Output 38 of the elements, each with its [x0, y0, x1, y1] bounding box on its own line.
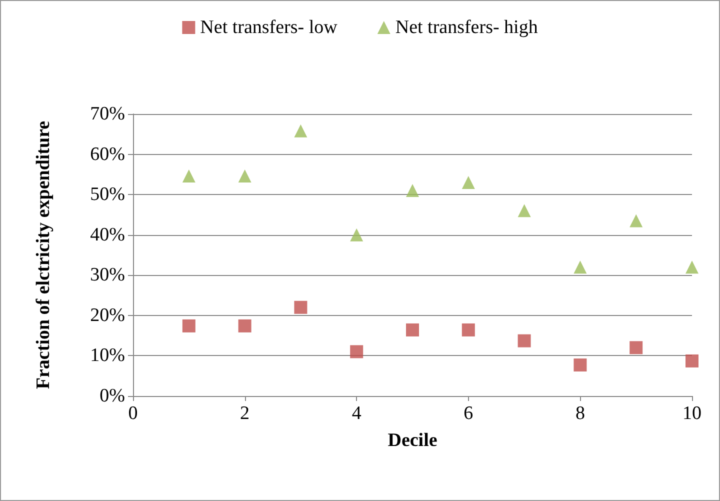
point [518, 204, 531, 218]
x-tick-label: 8 [575, 403, 585, 424]
x-tick-label: 10 [682, 403, 702, 424]
x-tick-label: 6 [464, 403, 474, 424]
x-tick-label: 2 [240, 403, 250, 424]
y-axis-title: Fraction of elctricity expenditure [33, 120, 54, 390]
point [574, 260, 587, 274]
legend-label: Net transfers- high [395, 17, 538, 38]
y-tick-label: 20% [90, 304, 126, 326]
point [238, 170, 252, 183]
point [686, 354, 698, 368]
point [294, 300, 308, 314]
y-tick-label: 40% [90, 224, 126, 246]
point [294, 124, 308, 138]
point [350, 345, 364, 358]
y-tick-label: 60% [90, 144, 126, 165]
point [518, 334, 531, 348]
point [238, 319, 252, 332]
y-tick-label: 50% [90, 184, 126, 206]
point [182, 170, 196, 183]
y-tick-label: 70% [90, 104, 126, 124]
point [182, 319, 196, 332]
point [406, 323, 419, 336]
point [574, 358, 587, 372]
legend-label: Net transfers- low [200, 17, 338, 38]
x-tick-label: 0 [128, 403, 138, 424]
x-tick-label: 4 [352, 403, 362, 424]
y-tick-label: 0% [100, 386, 126, 406]
point [406, 184, 419, 198]
point [462, 176, 475, 189]
y-tick-label: 30% [90, 264, 126, 286]
x-axis-title: Decile [388, 430, 438, 451]
point [630, 214, 643, 228]
point [350, 228, 364, 242]
point [630, 341, 643, 354]
y-tick-label: 10% [90, 345, 126, 366]
point [462, 323, 475, 336]
point [686, 260, 698, 274]
